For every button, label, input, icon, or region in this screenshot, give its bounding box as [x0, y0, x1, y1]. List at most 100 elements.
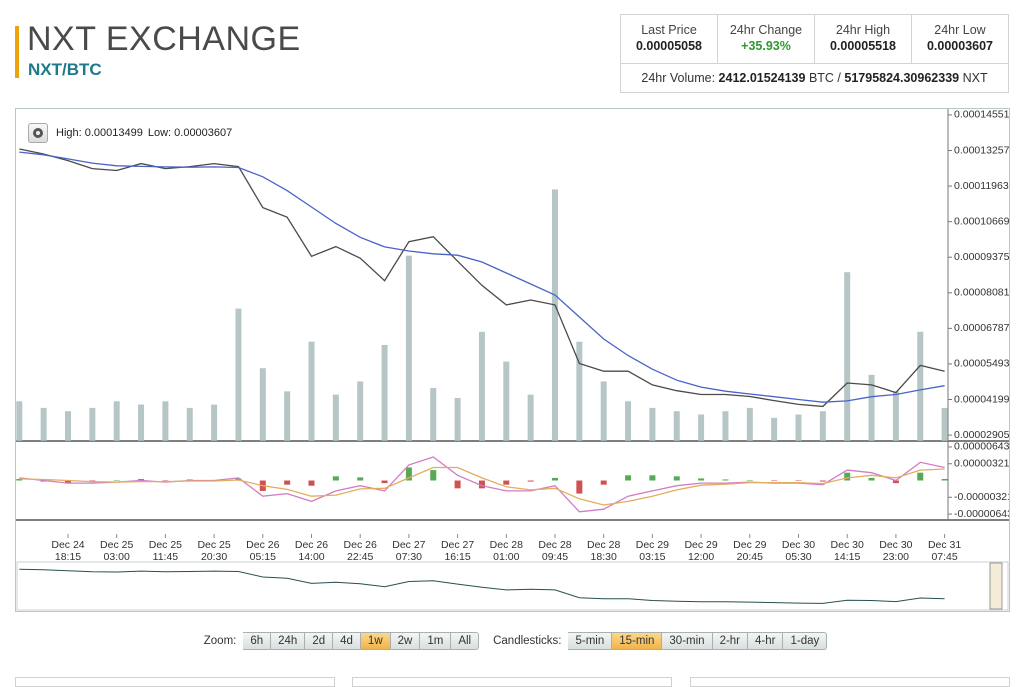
settings-button[interactable] [28, 123, 48, 143]
series-line [19, 568, 945, 604]
stat-label: Last Price [641, 23, 697, 37]
bar [698, 414, 705, 441]
series-line [19, 148, 945, 408]
stat-cell: 24hr Low 0.00003607 [911, 15, 1008, 63]
volume-unit: BTC [808, 71, 834, 85]
x-tick-label: Dec 26 14:00 [294, 539, 329, 563]
bar [430, 470, 437, 481]
candlestick-label: Candlesticks: [493, 635, 562, 647]
bar [844, 272, 851, 441]
bar [600, 381, 607, 441]
chart: 0.00014551 0.00013257 0.00011963 0.00010669… [16, 109, 1009, 611]
zoom-label: Zoom: [203, 635, 237, 647]
bar [332, 476, 339, 481]
stat-cell: 24hr Change +35.93% [717, 15, 814, 63]
bar [819, 480, 826, 482]
y-tick-label: 0.00000321 [954, 458, 1009, 470]
bar [917, 472, 924, 481]
bar [503, 480, 510, 485]
option-button[interactable]: 2-hr [712, 632, 749, 650]
option-button[interactable]: 2w [390, 632, 421, 650]
option-button[interactable]: 1-day [783, 632, 828, 650]
x-tick-label: Dec 29 20:45 [733, 539, 767, 563]
bar [625, 401, 632, 441]
option-button[interactable]: 15-min [612, 632, 663, 650]
stat-cell: Last Price 0.00005058 [621, 15, 717, 63]
bar [259, 368, 266, 441]
bar [284, 391, 291, 441]
accent-bar [15, 26, 19, 78]
bar [284, 480, 291, 485]
bar [138, 404, 145, 441]
y-tick-label: 0.00014551 [954, 109, 1009, 121]
bar [16, 401, 23, 441]
bar [795, 480, 802, 482]
option-button[interactable]: 4-hr [748, 632, 784, 650]
bar [722, 479, 729, 481]
bar [868, 374, 875, 441]
x-tick-label: Dec 28 18:30 [587, 539, 621, 563]
bar [698, 478, 705, 481]
gear-icon [33, 128, 43, 138]
bar [649, 475, 656, 481]
x-tick-label: Dec 28 01:00 [489, 539, 523, 563]
bar [892, 391, 899, 441]
bar [113, 401, 120, 441]
volume-unit: NXT [962, 71, 988, 85]
y-tick-label: 0.00013257 [954, 144, 1009, 156]
series-line [19, 466, 945, 506]
bar [162, 480, 169, 482]
bar [186, 407, 193, 441]
x-tick-label: Dec 30 05:30 [781, 539, 816, 563]
bar [771, 417, 778, 441]
chart-frame [15, 108, 1010, 612]
bar [235, 308, 242, 441]
option-button[interactable]: 1w [360, 632, 391, 650]
bar [819, 411, 826, 441]
stats-row: Last Price 0.00005058 24hr Change +35.93% 24… [621, 15, 1008, 64]
option-button[interactable]: 2d [305, 632, 334, 650]
y-tick-label: -0.00000321 [954, 491, 1009, 503]
bar [308, 341, 315, 441]
x-tick-label: Dec 30 14:15 [830, 539, 864, 563]
option-button[interactable]: 30-min [662, 632, 713, 650]
stat-value: 0.00005058 [635, 39, 703, 53]
stat-value: 0.00003607 [926, 39, 994, 53]
bar [454, 397, 461, 441]
series-line [19, 151, 945, 403]
panel [352, 677, 672, 687]
x-tick-label: Dec 25 20:30 [197, 539, 231, 563]
bar [405, 255, 412, 441]
bar [527, 394, 534, 441]
bar [844, 472, 851, 481]
bar [600, 480, 607, 485]
bar [430, 388, 437, 441]
option-button[interactable]: 6h [243, 632, 272, 650]
bar [357, 381, 364, 441]
candlestick-group: Candlesticks: 5-min 15-min 30-min 2-hr 4-hr 1-… [493, 632, 828, 650]
navigator-handle[interactable] [989, 562, 1003, 610]
volume-row: 24hr Volume: 2412.01524139 BTC / 5179582… [621, 64, 1008, 85]
bar [89, 407, 96, 441]
option-button[interactable]: 24h [271, 632, 306, 650]
high-low: High: 0.00013499 Low: 0.00003607 [56, 127, 237, 139]
bar [649, 407, 656, 441]
volume-separator: / [837, 71, 841, 85]
x-tick-label: Dec 29 03:15 [635, 539, 670, 563]
y-tick-label: 0.00008081 [954, 287, 1009, 299]
pair-name: NXT/BTC [28, 60, 102, 79]
y-tick-label: 0.00009375 [954, 251, 1009, 263]
x-tick-label: Dec 24 18:15 [51, 539, 85, 563]
bar [40, 407, 47, 441]
option-button[interactable]: 1m [420, 632, 452, 650]
stats-box: Last Price 0.00005058 24hr Change +35.93% 24… [620, 14, 1009, 93]
bar [138, 478, 145, 481]
bar [65, 411, 71, 441]
option-button[interactable]: 5-min [568, 632, 613, 650]
bar [625, 475, 632, 481]
panel [690, 677, 1010, 687]
bar [892, 480, 899, 484]
bar [746, 407, 753, 441]
option-button[interactable]: 4d [333, 632, 361, 650]
option-button[interactable]: All [451, 632, 480, 650]
